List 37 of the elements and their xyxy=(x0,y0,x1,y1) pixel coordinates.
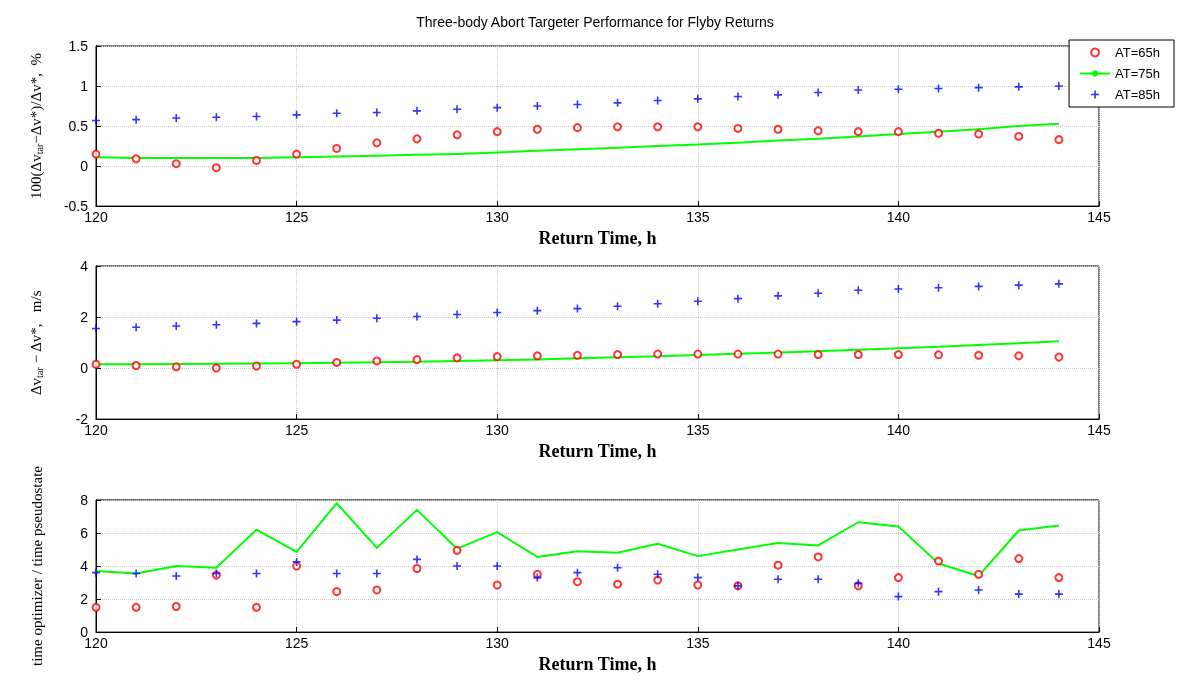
y-tick-label: 4 xyxy=(80,558,89,575)
x-tick-label: 125 xyxy=(284,422,309,439)
x-tick-label: 145 xyxy=(1087,635,1111,652)
y-tick-label: 2 xyxy=(80,309,89,326)
x-tick-label: 145 xyxy=(1087,209,1111,226)
chart-title: Three-body Abort Targeter Performance for Flyby Returns xyxy=(416,14,774,30)
x-tick-label: 130 xyxy=(485,209,510,226)
x-axis-title: Return Time, h xyxy=(538,228,657,248)
y-tick-label: 4 xyxy=(80,258,89,274)
x-tick-label: 145 xyxy=(1087,422,1111,439)
x-tick-label: 120 xyxy=(84,422,108,439)
y-tick-label: 2 xyxy=(80,591,89,608)
y-tick-label: 0 xyxy=(80,158,89,175)
x-tick-label: 135 xyxy=(686,209,710,226)
y-tick-label: 8 xyxy=(80,491,89,508)
y-tick-label: 1 xyxy=(80,78,89,95)
x-tick-label: 135 xyxy=(686,635,710,652)
x-tick-label: 125 xyxy=(284,209,309,226)
x-tick-label: 140 xyxy=(886,209,911,226)
legend-label: AT=65h xyxy=(1115,45,1161,60)
x-tick-label: 125 xyxy=(284,635,309,652)
x-tick-label: 130 xyxy=(485,635,510,652)
legend-label: AT=85h xyxy=(1115,87,1161,102)
x-tick-label: 140 xyxy=(886,635,911,652)
x-axis-title: Return Time, h xyxy=(538,654,657,674)
y-axis-title: Δvtar − Δv*, m/s xyxy=(28,290,45,396)
x-tick-label: 140 xyxy=(886,422,911,439)
legend-label: AT=75h xyxy=(1115,66,1161,81)
x-tick-label: 130 xyxy=(485,422,510,439)
y-axis-title: time optimizer / time pseudostate xyxy=(28,465,45,666)
y-tick-label: 0.5 xyxy=(68,118,89,135)
x-tick-label: 135 xyxy=(686,422,710,439)
x-axis-title: Return Time, h xyxy=(538,441,657,461)
y-axis-title: 100(Δvtar−Δv*)/Δv*, % xyxy=(28,53,45,199)
y-tick-label: 0 xyxy=(80,360,89,377)
y-tick-label: 6 xyxy=(80,524,89,541)
y-tick-label: 1.5 xyxy=(68,38,89,54)
